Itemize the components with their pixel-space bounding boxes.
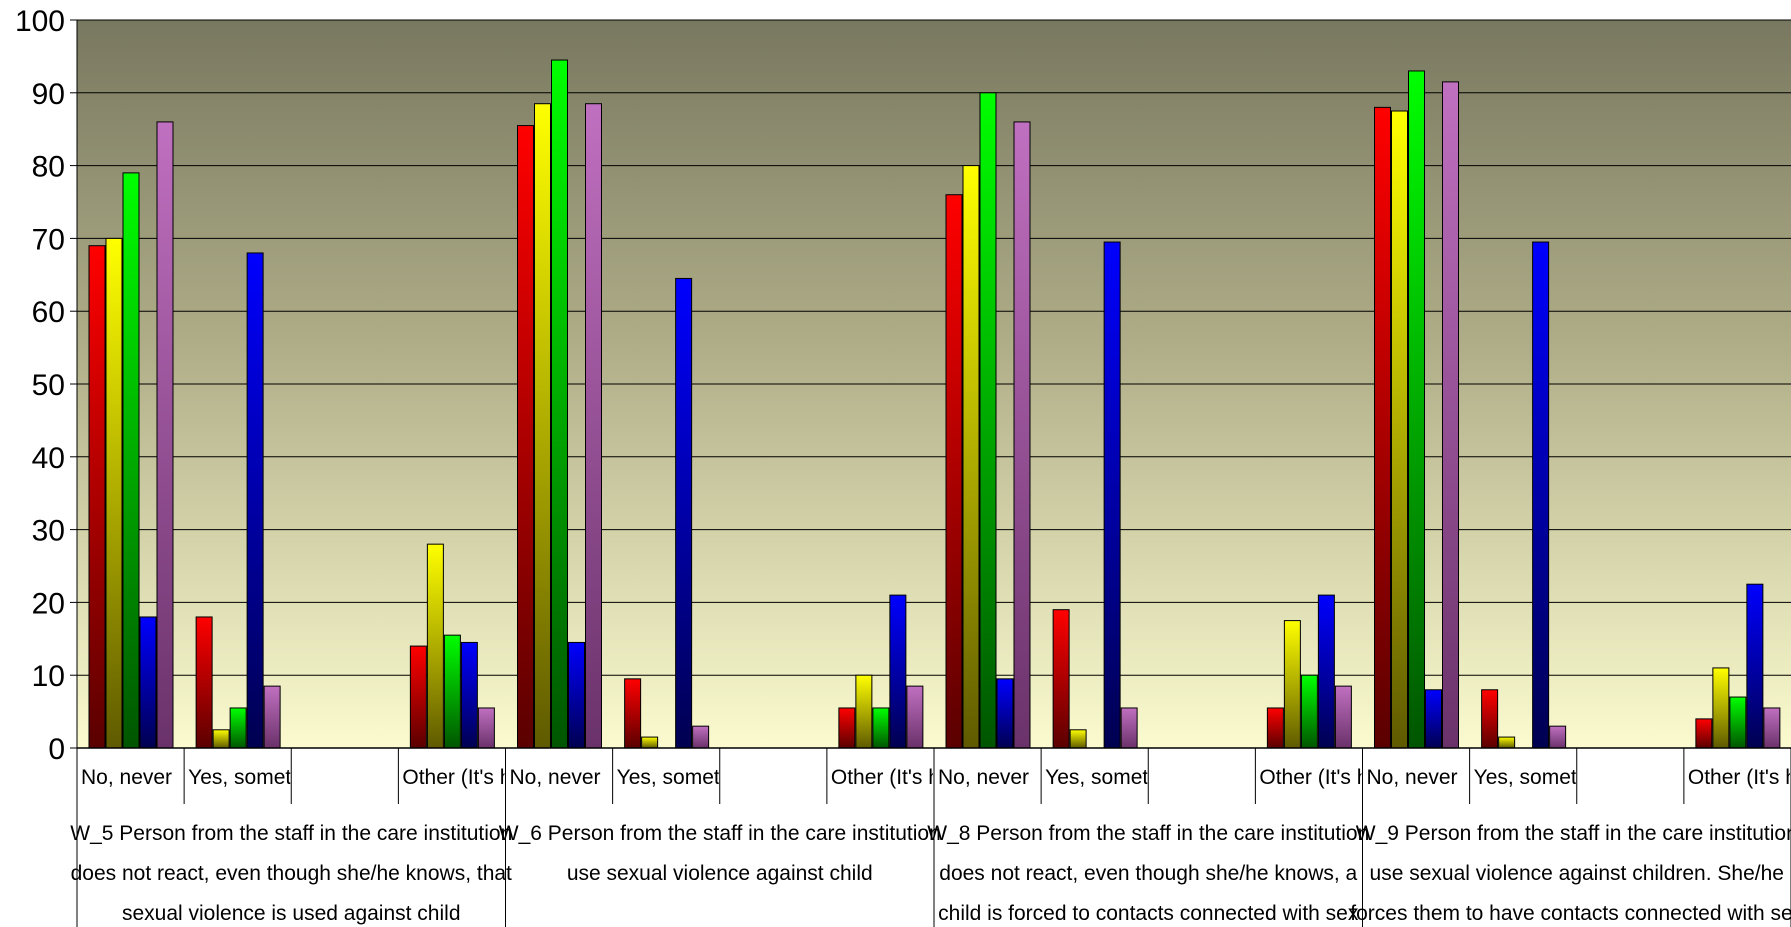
bar-g2-c1-s1 — [517, 125, 534, 749]
bar-g1-c2-s5 — [263, 685, 281, 749]
bar-g2-c1-s5 — [585, 103, 602, 749]
bar-g4-c2-s5 — [1549, 725, 1567, 749]
category-label: No, never — [1367, 766, 1458, 789]
bar-g4-c1-s4 — [1425, 689, 1442, 749]
bar-g2-c4-s2 — [855, 674, 873, 749]
bar-g1-c2-s1 — [195, 616, 213, 749]
group-label-line: sexual violence is used against child — [122, 902, 461, 925]
group-label-line: W_9 Person from the staff in the care in… — [1356, 822, 1791, 845]
y-tick-label: 70 — [32, 223, 65, 256]
bar-g4-c4-s3 — [1729, 696, 1747, 749]
bar-g1-c2-s4 — [246, 252, 264, 749]
bar-g3-c1-s5 — [1013, 121, 1031, 749]
y-tick-label: 60 — [32, 296, 65, 329]
bar-g3-c1-s2 — [962, 165, 980, 749]
category-label: No, never — [81, 766, 172, 789]
category-label: No, never — [510, 766, 601, 789]
bar-g2-c2-s5 — [692, 725, 710, 749]
gridlines — [77, 19, 1791, 676]
bar-g3-c1-s1 — [945, 194, 963, 749]
y-tick-label: 40 — [32, 442, 65, 475]
y-tick-label: 90 — [32, 78, 65, 111]
bar-g4-c1-s3 — [1408, 70, 1425, 749]
group-label-line: does not react, even though she/he knows… — [939, 862, 1357, 885]
bar-g2-c1-s2 — [534, 103, 551, 749]
bar-g1-c2-s3 — [229, 707, 247, 749]
bar-g1-c4-s2 — [426, 543, 444, 749]
bar-g4-c2-s1 — [1481, 689, 1499, 749]
bar-g4-c1-s1 — [1374, 106, 1391, 749]
bar-g1-c1-s5 — [156, 121, 174, 749]
y-tick-label: 0 — [48, 733, 65, 766]
group-label-line: W_5 Person from the staff in the care in… — [70, 822, 512, 845]
bar-g1-c4-s3 — [443, 634, 461, 749]
group-label-line: does not react, even though she/he knows… — [71, 862, 512, 885]
bar-g3-c4-s3 — [1300, 674, 1318, 749]
bar-g1-c1-s4 — [139, 616, 157, 749]
bar-g4-c1-s5 — [1442, 81, 1459, 749]
category-label: No, never — [938, 766, 1029, 789]
y-tick-label: 80 — [32, 151, 65, 184]
group-label-line: child is forced to contacts connected wi… — [938, 902, 1359, 925]
bar-g2-c4-s4 — [889, 594, 907, 749]
bar-g3-c4-s5 — [1334, 685, 1352, 749]
bar-g2-c2-s1 — [624, 678, 642, 749]
y-tick-label: 30 — [32, 515, 65, 548]
bar-g2-c4-s1 — [838, 707, 856, 749]
bar-g1-c2-s2 — [212, 729, 230, 749]
bar-g3-c1-s4 — [996, 678, 1014, 749]
category-label: Yes, sometir — [188, 766, 303, 789]
group-label-line: use sexual violence against children. Sh… — [1370, 862, 1784, 885]
bar-g1-c1-s1 — [88, 245, 106, 749]
y-tick-label: 50 — [32, 369, 65, 402]
bar-g2-c2-s2 — [641, 736, 659, 749]
bar-g3-c4-s2 — [1283, 620, 1301, 749]
bar-g3-c2-s1 — [1052, 609, 1070, 749]
category-label: Yes, sometir — [617, 766, 732, 789]
x-axis: No, never Yes, sometir Other (It's ha W_5 P… — [70, 747, 1791, 927]
bar-g4-c2-s2 — [1498, 736, 1516, 749]
bar-g2-c1-s4 — [568, 641, 585, 749]
bar-g3-c2-s4 — [1103, 241, 1121, 749]
bars — [88, 59, 1781, 749]
bar-g4-c4-s4 — [1746, 583, 1764, 749]
group-label-line: W_8 Person from the staff in the care in… — [927, 822, 1369, 845]
bar-g2-c4-s5 — [906, 685, 924, 749]
bar-g4-c1-s2 — [1391, 110, 1408, 749]
bar-g4-c4-s5 — [1763, 707, 1781, 749]
bar-g1-c4-s4 — [460, 641, 478, 749]
category-label: Other (It's ha — [1259, 766, 1380, 789]
bar-g2-c4-s3 — [872, 707, 890, 749]
bar-g3-c4-s4 — [1317, 594, 1335, 749]
category-label: Other (It's ha — [1688, 766, 1791, 789]
group-label-line: W_6 Person from the staff in the care in… — [499, 822, 941, 845]
y-tick-label: 20 — [32, 587, 65, 620]
bar-g3-c4-s1 — [1266, 707, 1284, 749]
category-label: Other (It's ha — [402, 766, 523, 789]
bar-g3-c2-s5 — [1120, 707, 1138, 749]
bar-g1-c4-s1 — [409, 645, 427, 749]
bar-g4-c4-s2 — [1712, 667, 1730, 749]
bar-g2-c1-s3 — [551, 59, 568, 749]
bar-g1-c4-s5 — [477, 707, 495, 749]
group-label-line: use sexual violence against child — [567, 862, 873, 885]
bar-g4-c4-s1 — [1695, 718, 1713, 749]
bar-g1-c1-s2 — [105, 237, 123, 749]
y-tick-label: 100 — [15, 5, 65, 38]
category-label: Yes, sometir — [1045, 766, 1160, 789]
y-axis: 0 10 20 30 40 50 60 70 80 90 100 — [15, 5, 78, 766]
bar-g2-c2-s4 — [675, 277, 693, 749]
group-label-line: forces them to have contacts connected w… — [1350, 902, 1791, 925]
y-tick-label: 10 — [32, 660, 65, 693]
category-label: Other (It's ha — [831, 766, 952, 789]
category-label: Yes, sometir — [1474, 766, 1589, 789]
bar-g4-c2-s4 — [1532, 241, 1550, 749]
bar-g3-c2-s2 — [1069, 729, 1087, 749]
bar-g3-c1-s3 — [979, 92, 997, 749]
bar-g1-c1-s3 — [122, 172, 140, 749]
